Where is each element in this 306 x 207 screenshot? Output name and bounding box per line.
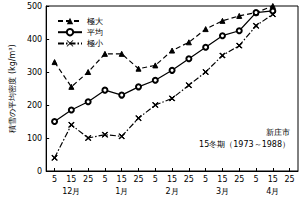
svg-text:5: 5 — [153, 175, 158, 184]
svg-text:25: 25 — [285, 175, 295, 184]
svg-text:15: 15 — [117, 175, 127, 184]
svg-text:極大: 極大 — [87, 17, 103, 26]
svg-text:15: 15 — [268, 175, 278, 184]
svg-text:4月: 4月 — [266, 187, 279, 196]
svg-text:25: 25 — [83, 175, 93, 184]
svg-text:2月: 2月 — [166, 187, 179, 196]
svg-text:15冬期（1973～1988）: 15冬期（1973～1988） — [199, 140, 290, 149]
svg-text:新庄市: 新庄市 — [266, 128, 290, 137]
svg-text:25: 25 — [184, 175, 194, 184]
svg-text:5: 5 — [203, 175, 208, 184]
svg-text:25: 25 — [234, 175, 244, 184]
svg-text:400: 400 — [27, 35, 42, 44]
svg-text:平均: 平均 — [87, 28, 103, 37]
svg-text:12月: 12月 — [62, 187, 80, 196]
svg-text:15: 15 — [167, 175, 177, 184]
svg-text:200: 200 — [27, 101, 42, 110]
svg-text:100: 100 — [27, 134, 42, 143]
svg-text:15: 15 — [66, 175, 76, 184]
svg-text:500: 500 — [27, 2, 42, 11]
svg-text:5: 5 — [52, 175, 57, 184]
svg-text:3月: 3月 — [216, 187, 229, 196]
svg-text:300: 300 — [27, 68, 42, 77]
svg-text:25: 25 — [133, 175, 143, 184]
svg-text:5: 5 — [102, 175, 107, 184]
svg-text:1月: 1月 — [115, 187, 128, 196]
svg-text:極小: 極小 — [87, 39, 103, 48]
svg-text:積雪の平均密度 (kg/m³): 積雪の平均密度 (kg/m³) — [8, 44, 17, 132]
svg-text:15: 15 — [217, 175, 227, 184]
svg-text:5: 5 — [253, 175, 258, 184]
svg-text:0: 0 — [37, 167, 42, 176]
